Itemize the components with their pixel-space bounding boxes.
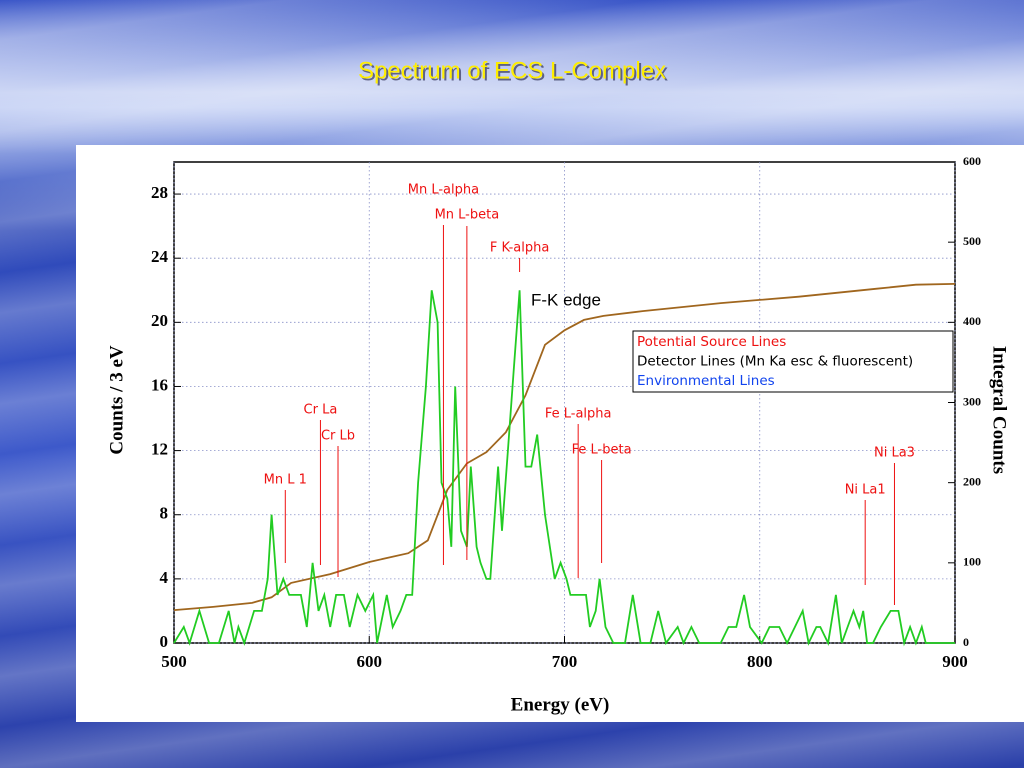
annotation-label: Fe L-alpha: [545, 407, 612, 422]
annotation-label: Cr La: [304, 403, 338, 418]
annotation-label: Mn L-beta: [435, 208, 500, 223]
y2-tick-label: 0: [963, 635, 969, 649]
legend-entry: Potential Source Lines: [637, 334, 786, 350]
y2-axis-label: Integral Counts: [989, 346, 1010, 474]
y-tick-label: 4: [160, 568, 169, 587]
y-axis-label: Counts / 3 eV: [106, 345, 127, 455]
chart-panel: [76, 145, 1024, 722]
legend-entry: Detector Lines (Mn Ka esc & fluorescent): [637, 354, 913, 370]
title-shadow: Spectrum of ECS L-Complex: [360, 59, 668, 86]
annotation-label: Ni La1: [845, 483, 886, 498]
y-tick-label: 0: [160, 632, 169, 651]
x-axis-label: Energy (eV): [511, 694, 610, 715]
data-line: [173, 283, 956, 611]
legend-box: [632, 330, 954, 393]
annotation-label: Mn L-alpha: [408, 183, 479, 198]
data-line: [173, 290, 955, 647]
edge-label: F-K edge: [531, 290, 601, 309]
x-tick-label: 800: [747, 652, 773, 671]
legend-entry: Environmental Lines: [637, 373, 775, 389]
y2-tick-label: 200: [963, 474, 981, 488]
y2-tick-label: 100: [963, 555, 981, 569]
annotation-label: Cr Lb: [321, 429, 355, 444]
annotation-label: Mn L 1: [264, 473, 307, 488]
y2-tick-label: 600: [963, 154, 981, 168]
annotation-label: F K-alpha: [490, 241, 550, 256]
x-tick-label: 600: [357, 652, 383, 671]
y-tick-label: 8: [160, 504, 169, 523]
x-tick-label: 700: [552, 652, 578, 671]
x-tick-label: 900: [942, 652, 968, 671]
annotation-label: Fe L-beta: [572, 443, 632, 458]
y-tick-label: 12: [151, 440, 168, 459]
x-tick-label: 500: [161, 652, 187, 671]
y-tick-label: 24: [151, 247, 169, 266]
y2-tick-label: 500: [963, 234, 981, 248]
y2-tick-label: 400: [963, 314, 981, 328]
chart-title: Spectrum of ECS L-Complex: [358, 57, 666, 84]
y-tick-label: 28: [151, 183, 168, 202]
y-tick-label: 16: [151, 375, 168, 394]
annotation-label: Ni La3: [874, 446, 915, 461]
y2-tick-label: 300: [963, 394, 981, 408]
y-tick-label: 20: [151, 311, 168, 330]
